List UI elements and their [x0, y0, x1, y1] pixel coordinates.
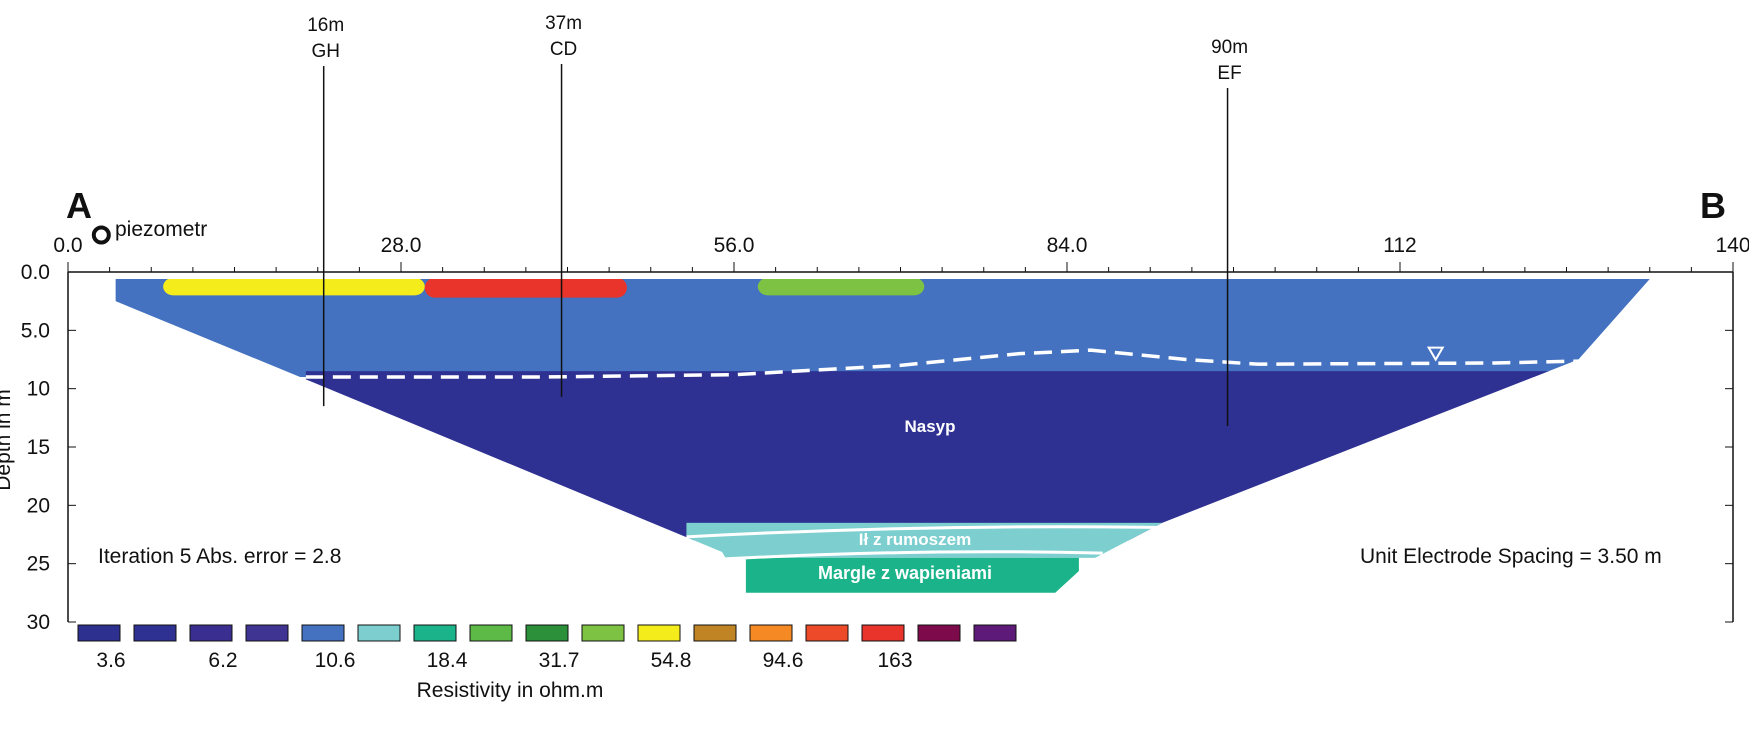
legend-swatch: [245, 624, 289, 642]
layer-label-clay: Ił z rumoszem: [859, 530, 971, 549]
y-tick-label: 30: [27, 611, 50, 634]
legend-swatch: [357, 624, 401, 642]
y-axis-label: Depth in m: [0, 389, 15, 491]
overlays: 16m GH 37m CD 90m EF: [91, 13, 1650, 561]
legend-swatch: [805, 624, 849, 642]
legend-swatch: [301, 624, 345, 642]
x-tick-label: 112: [1383, 234, 1416, 257]
water-table-line: [305, 348, 1650, 379]
region-low: [305, 371, 1650, 541]
y-tick-label: 15: [27, 436, 50, 459]
y-tick-label: 0.0: [21, 261, 50, 284]
axes: 0.0 28.0 56.0 84.0 112 140 0.0 5.0 10 15 20 25 30: [21, 234, 1749, 634]
marker-distance-label: 90m: [1211, 37, 1248, 58]
y-tick-label: 20: [27, 494, 50, 517]
legend-value-label: 18.4: [427, 649, 468, 672]
legend-value-label: 54.8: [651, 649, 692, 672]
region-high-1: [163, 279, 425, 296]
legend-swatch: [693, 624, 737, 642]
iteration-note: Iteration 5 Abs. error = 2.8: [98, 545, 341, 568]
legend-swatch: [133, 624, 177, 642]
profile-start-label: A: [66, 185, 92, 226]
x-tick-label: 0.0: [53, 234, 82, 257]
y-tick-label: 10: [27, 378, 50, 401]
legend-swatch: [413, 624, 457, 642]
legend-swatch: [637, 624, 681, 642]
electrode-spacing-note: Unit Electrode Spacing = 3.50 m: [1360, 545, 1662, 568]
legend-value-label: 6.2: [208, 649, 237, 672]
legend-value-label: 163: [877, 649, 912, 672]
piezometer-icon: [91, 225, 111, 245]
layer-label-marl: Margle z wapieniami: [818, 563, 992, 583]
water-table-symbol: [1426, 346, 1445, 362]
y-tick-label: 25: [27, 553, 50, 576]
clay-upper-boundary: [686, 525, 1163, 539]
legend-swatch: [749, 624, 793, 642]
x-tick-label: 28.0: [381, 234, 422, 257]
legend-swatch: [973, 624, 1017, 642]
legend-title: Resistivity in ohm.m: [417, 679, 604, 702]
legend-swatch: [861, 624, 905, 642]
legend-value-label: 31.7: [539, 649, 580, 672]
x-tick-label: 140: [1715, 234, 1749, 257]
legend-swatch: [77, 624, 121, 642]
layer-label-nasyp: Nasyp: [904, 417, 955, 436]
marker-distance-label: 37m: [545, 13, 582, 34]
legend-value-label: 3.6: [96, 649, 125, 672]
marker-code-label: EF: [1217, 63, 1241, 84]
marker-code-label: CD: [550, 39, 577, 60]
y-tick-label: 5.0: [21, 319, 50, 342]
piezometer-label: piezometr: [115, 218, 207, 241]
marl-upper-boundary: [722, 550, 1103, 561]
legend-swatch: [189, 624, 233, 642]
profile-end-label: B: [1700, 185, 1726, 226]
x-tick-label: 56.0: [714, 234, 755, 257]
legend-value-label: 94.6: [763, 649, 804, 672]
region-high-3: [757, 279, 925, 296]
legend-swatch: [917, 624, 961, 642]
legend-swatch: [469, 624, 513, 642]
region-high-2: [424, 279, 627, 298]
marker-code-label: GH: [311, 41, 340, 62]
marker-distance-label: 16m: [307, 15, 344, 36]
legend-swatch: [581, 624, 625, 642]
x-tick-label: 84.0: [1047, 234, 1088, 257]
legend-value-label: 10.6: [315, 649, 356, 672]
region-marl: [745, 557, 1079, 593]
legend-swatch: [525, 624, 569, 642]
legend: 3.6 6.2 10.6 18.4 31.7 54.8 94.6 163: [77, 624, 1017, 672]
